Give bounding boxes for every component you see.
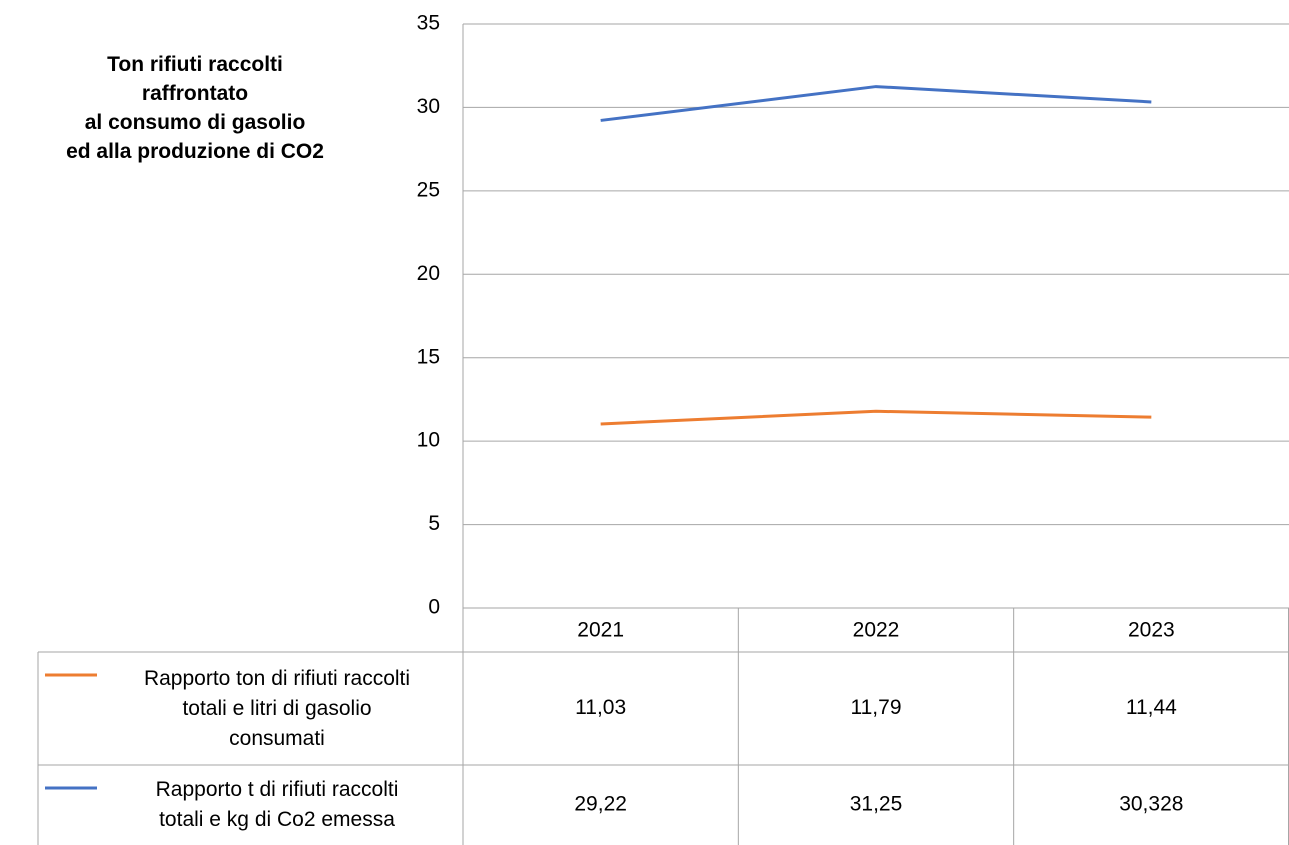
y-tick-label: 20 <box>417 262 440 285</box>
y-tick-label: 5 <box>428 512 440 535</box>
series-line <box>600 85 1152 122</box>
x-tick-label: 2022 <box>853 619 900 642</box>
y-tick-label: 30 <box>417 95 440 118</box>
chart-title: Ton rifiuti raccolti raffrontato al cons… <box>66 53 324 163</box>
series-line <box>600 409 1152 426</box>
data-label: 11,03 <box>575 696 626 719</box>
data-label: 30,328 <box>1119 793 1183 816</box>
data-label: 11,79 <box>851 696 902 719</box>
legend-label: Rapporto ton di rifiuti raccolti totali … <box>143 666 411 750</box>
x-tick-label: 2021 <box>577 619 624 642</box>
y-tick-label: 0 <box>428 596 440 619</box>
data-label: 29,22 <box>574 793 627 816</box>
data-label: 31,25 <box>850 793 903 816</box>
legend-label: Rapporto t di rifiuti raccolti totali e … <box>155 778 399 831</box>
data-label: 11,44 <box>1126 696 1177 719</box>
y-tick-label: 15 <box>417 345 440 368</box>
y-tick-label: 10 <box>417 429 440 452</box>
x-tick-label: 2023 <box>1128 619 1175 642</box>
y-tick-label: 35 <box>417 12 440 35</box>
y-tick-label: 25 <box>417 178 440 201</box>
